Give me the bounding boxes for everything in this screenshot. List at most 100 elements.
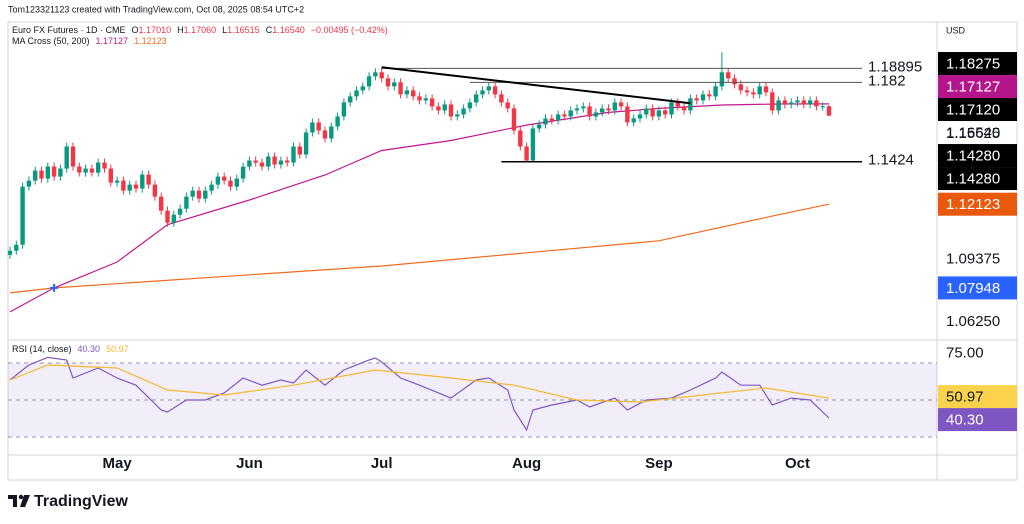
candle-body (581, 106, 586, 109)
price-label: 1.07948 (946, 280, 1000, 297)
candle-body (801, 100, 806, 105)
candle-body (700, 94, 706, 101)
candle-body (354, 90, 359, 97)
legend-ma-value: 1.12123 (134, 36, 167, 46)
candle-body (385, 78, 391, 87)
candle-body (159, 196, 164, 211)
candle-body (530, 128, 536, 161)
candle-body (39, 170, 44, 179)
x-tick-label: Jun (236, 455, 263, 472)
legend-key: C (266, 25, 273, 35)
candle-body (669, 102, 674, 115)
price-label: 1.14280 (946, 148, 1000, 165)
legend-value: 1.17010 (139, 25, 172, 35)
price-label: 1.12123 (946, 196, 1000, 213)
price-label: 1.14280 (946, 171, 1000, 188)
candle-body (253, 160, 258, 163)
legend: Euro FX Futures · 1D · CME O1.17010 H1.170… (12, 25, 388, 354)
candle-body (291, 146, 296, 163)
candle-body (448, 104, 454, 117)
price-label: 1.16540 (946, 125, 1000, 142)
candle-body (398, 82, 403, 95)
y-tick-label: 1.06250 (946, 313, 1000, 330)
legend-rsi-value: 50.97 (106, 344, 129, 354)
moving-average (9, 203, 830, 294)
x-tick-label: May (103, 455, 133, 472)
candle-body (574, 108, 580, 111)
candle-body (732, 78, 737, 85)
candle-body (726, 72, 731, 79)
candle-body (140, 174, 145, 189)
candle-body (373, 72, 378, 77)
candle-body (335, 116, 340, 127)
candle-body (518, 130, 523, 147)
moving-average (9, 103, 830, 313)
candle-body (549, 118, 554, 121)
legend-line: Euro FX Futures · 1D · CME O1.17010 H1.170… (12, 25, 388, 35)
price-label-box (938, 98, 1017, 122)
candle-body (234, 178, 239, 187)
price-label-box (938, 276, 1017, 300)
candle-body (127, 184, 132, 191)
candle-body (631, 118, 636, 123)
header: Tom123321123 created with TradingView.co… (8, 4, 304, 14)
legend-value: 1.16515 (227, 25, 260, 35)
candle-body (757, 86, 762, 95)
candle-body (215, 176, 221, 185)
candle-body (209, 184, 214, 191)
candle-body (70, 146, 76, 167)
level-label: 1.1424 (868, 152, 914, 169)
candle-body (360, 86, 365, 91)
legend-ma-value: 1.17127 (96, 36, 129, 46)
candle-body (713, 86, 718, 97)
candle-body (442, 104, 447, 111)
candle-body (329, 126, 334, 139)
logo-dot (18, 494, 24, 500)
candle-body (826, 106, 832, 116)
trendline (381, 66, 691, 105)
candle-body (480, 90, 485, 95)
candle-body (177, 208, 183, 215)
candle-body (96, 162, 101, 173)
rsi-tick-label: 75.00 (946, 345, 984, 362)
level-label: 1.18895 (868, 58, 922, 75)
candle-body (266, 156, 271, 167)
candle-body (196, 190, 202, 199)
candle-body (272, 156, 277, 165)
price-label: 1.18275 (946, 56, 1000, 73)
candle-body (58, 168, 63, 177)
candle-body (14, 244, 19, 251)
candle-body (152, 184, 158, 197)
candle-body (310, 122, 315, 133)
candle-body (146, 174, 151, 185)
candle-body (770, 92, 775, 111)
candle-body (707, 94, 712, 97)
candle-body (228, 180, 233, 187)
legend-rsi-value: 40.30 (78, 344, 101, 354)
candle-body (26, 180, 32, 187)
candle-body (108, 168, 113, 183)
rsi-line (9, 356, 830, 432)
candle-body (7, 250, 13, 255)
candle-body (171, 214, 176, 223)
candle-body (681, 106, 687, 111)
candle-body (190, 190, 195, 197)
x-tick-label: Oct (785, 455, 810, 472)
legend-value: 1.16540 (272, 25, 305, 35)
candle-body (656, 110, 662, 117)
candle-body (45, 166, 50, 179)
candle-body (392, 82, 397, 87)
y-tick-label: 1.09375 (946, 250, 1000, 267)
legend-value: 1.17060 (184, 25, 217, 35)
candle-body (436, 106, 441, 111)
rsi-line (9, 364, 830, 403)
x-tick-label: Aug (512, 455, 541, 472)
candle-body (467, 102, 473, 109)
candle-body (184, 196, 189, 209)
candle-body (64, 146, 69, 169)
candle-body (820, 106, 825, 108)
candle-body (133, 184, 139, 189)
candle-body (278, 160, 284, 165)
candle-body (776, 100, 781, 111)
